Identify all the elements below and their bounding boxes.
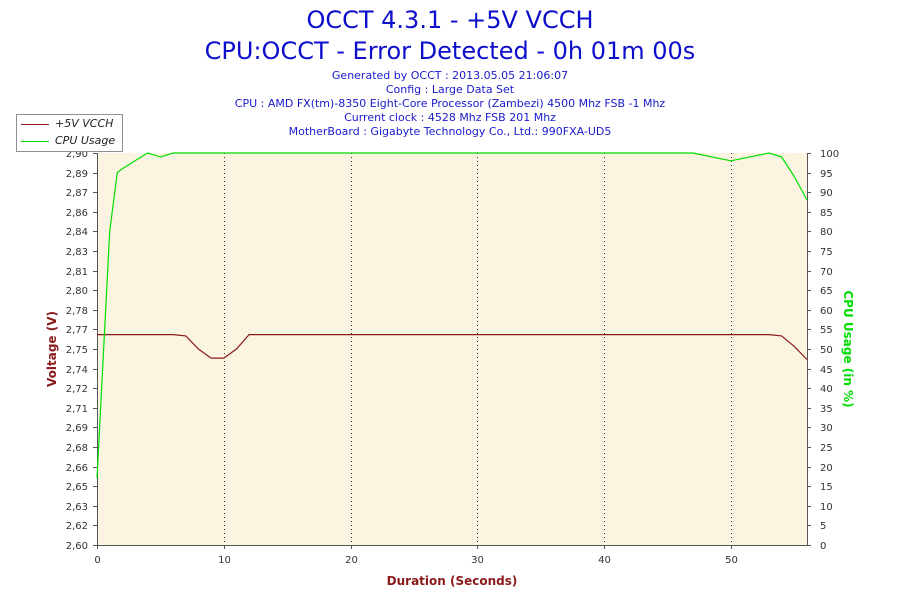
x-tick-label: 30 — [471, 555, 484, 566]
info-config: Config : Large Data Set — [385, 83, 515, 96]
legend-item-cpu: CPU Usage — [21, 134, 115, 148]
y-right-tick-label: 0 — [820, 541, 826, 552]
info-cpu: CPU : AMD FX(tm)-8350 Eight-Core Process… — [234, 97, 666, 110]
x-tick-label: 10 — [218, 555, 231, 566]
info-generated: Generated by OCCT : 2013.05.05 21:06:07 — [331, 69, 569, 82]
y-left-tick-label: 2,74 — [66, 365, 88, 376]
legend-label-voltage: +5V VCCH — [55, 117, 114, 130]
info-motherboard: MotherBoard : Gigabyte Technology Co., L… — [288, 125, 612, 138]
y-left-tick-label: 2,69 — [66, 423, 88, 434]
y-right-axis-title: CPU Usage (in %) — [841, 290, 855, 407]
y-right-tick-label: 80 — [820, 227, 833, 238]
y-right-tick-label: 70 — [820, 267, 833, 278]
y-right-tick-label: 25 — [820, 443, 833, 454]
y-right-tick-label: 45 — [820, 365, 833, 376]
y-right-tick-label: 90 — [820, 188, 833, 199]
series-line-voltage — [97, 334, 808, 360]
y-left-tick-label: 2,77 — [66, 325, 88, 336]
y-right-tick-label: 10 — [820, 502, 833, 513]
y-right-tick-label: 35 — [820, 404, 833, 415]
y-left-tick-label: 2,89 — [66, 169, 88, 180]
y-left-tick-label: 2,62 — [66, 521, 88, 532]
series-line-cpu — [96, 152, 808, 479]
y-right-tick-label: 30 — [820, 423, 833, 434]
legend-swatch-voltage — [21, 123, 49, 125]
x-axis-title: Duration (Seconds) — [387, 574, 518, 588]
y-left-tick-label: 2,75 — [66, 345, 88, 356]
y-right-tick-label: 75 — [820, 247, 833, 258]
y-right-tick-label: 40 — [820, 384, 833, 395]
y-left-tick-label: 2,71 — [66, 404, 88, 415]
y-left-tick-label: 2,63 — [66, 502, 88, 513]
y-right-tick-label: 85 — [820, 208, 833, 219]
y-left-tick-label: 2,83 — [66, 247, 88, 258]
y-left-tick-label: 2,68 — [66, 443, 88, 454]
y-right-tick-label: 100 — [820, 149, 839, 160]
legend-swatch-cpu — [21, 140, 49, 142]
x-tick-label: 50 — [725, 555, 738, 566]
legend-item-voltage: +5V VCCH — [21, 117, 113, 131]
chart-title-line2: CPU:OCCT - Error Detected - 0h 01m 00s — [204, 37, 696, 65]
x-tick-label: 20 — [345, 555, 358, 566]
y-right-tick-label: 20 — [820, 463, 833, 474]
plot-area — [97, 153, 807, 545]
y-left-axis-title: Voltage (V) — [45, 311, 59, 387]
x-tick-label: 40 — [598, 555, 611, 566]
y-left-tick-label: 2,84 — [66, 227, 88, 238]
y-left-tick-label: 2,81 — [66, 267, 88, 278]
y-right-tick-label: 5 — [820, 521, 826, 532]
y-right-tick-label: 50 — [820, 345, 833, 356]
y-left-tick-label: 2,60 — [66, 541, 88, 552]
y-left-tick-label: 2,87 — [66, 188, 88, 199]
y-right-tick-label: 15 — [820, 482, 833, 493]
y-left-tick-label: 2,72 — [66, 384, 88, 395]
y-left-tick-label: 2,90 — [66, 149, 88, 160]
y-left-tick-label: 2,80 — [66, 286, 88, 297]
y-right-tick-label: 60 — [820, 306, 833, 317]
y-left-tick-label: 2,65 — [66, 482, 88, 493]
y-left-tick-label: 2,78 — [66, 306, 88, 317]
legend-label-cpu: CPU Usage — [55, 134, 116, 147]
info-current-clock: Current clock : 4528 Mhz FSB 201 Mhz — [344, 111, 556, 124]
y-right-tick-label: 95 — [820, 169, 833, 180]
x-tick-label: 0 — [94, 555, 100, 566]
chart-legend: +5V VCCH CPU Usage — [16, 114, 123, 152]
y-left-tick-label: 2,66 — [66, 463, 88, 474]
y-right-tick-label: 65 — [820, 286, 833, 297]
y-right-tick-label: 55 — [820, 325, 833, 336]
chart-title-line1: OCCT 4.3.1 - +5V VCCH — [306, 6, 594, 34]
y-left-tick-label: 2,86 — [66, 208, 88, 219]
